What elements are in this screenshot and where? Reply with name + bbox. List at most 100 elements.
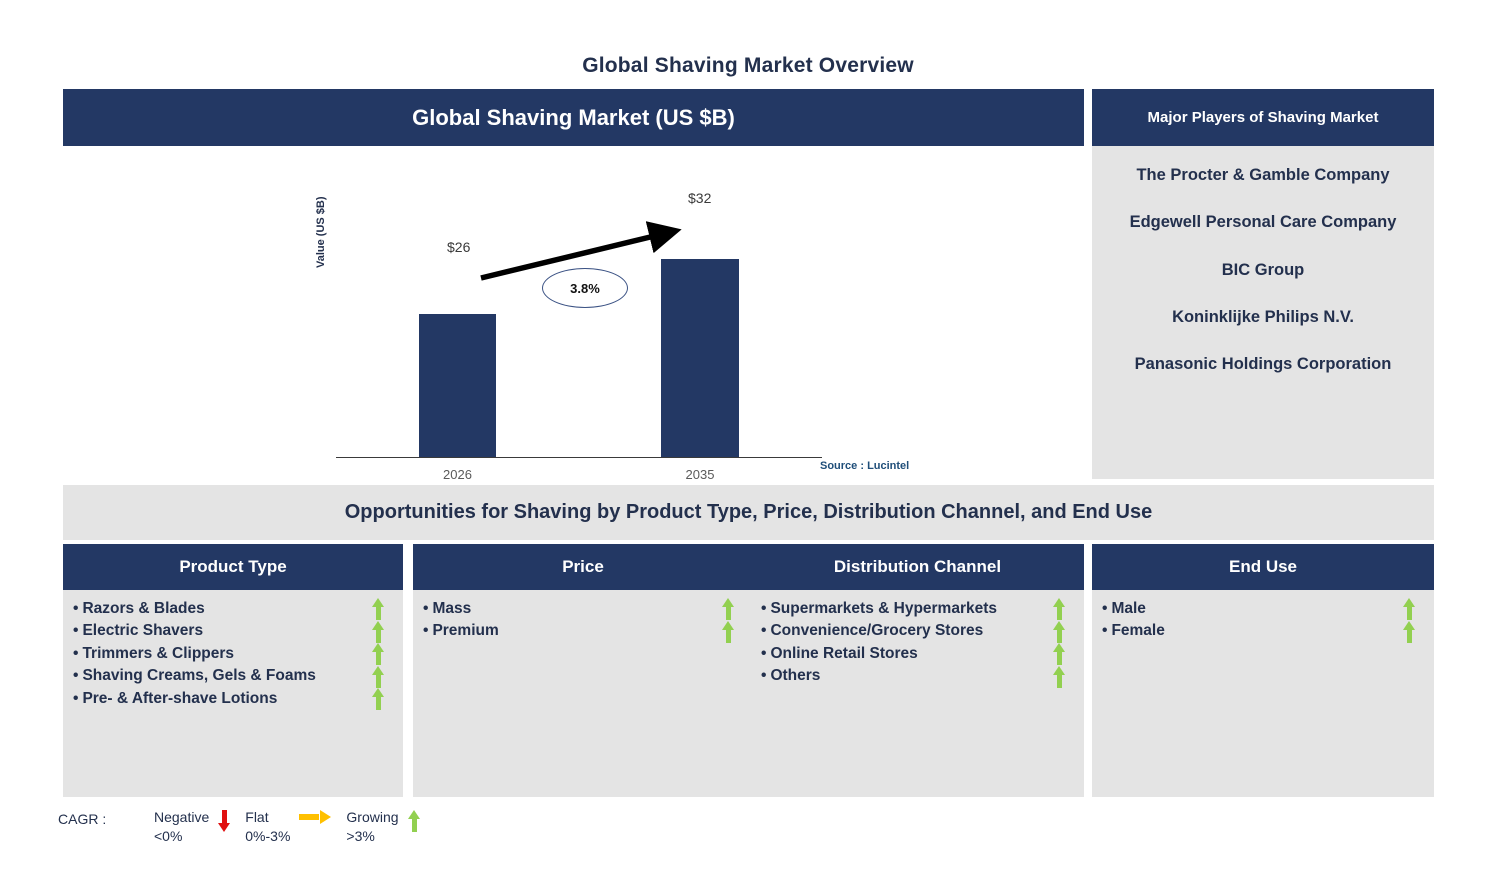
column-header: End Use [1092,544,1434,590]
bar-category-2035: 2035 [685,467,715,482]
bullet-icon: • [761,600,767,617]
list-item: • Mass [413,598,753,621]
column-header: Distribution Channel [751,544,1084,590]
list-item-label: • Premium [423,622,499,640]
arrow-up-icon [722,620,734,643]
major-players-title: Major Players of Shaving Market [1147,109,1379,126]
list-item-label: • Female [1102,622,1165,640]
arrow-up-icon [372,620,384,643]
major-players-list: The Procter & Gamble Company Edgewell Pe… [1092,146,1434,479]
trend-indicator [1396,620,1422,643]
opportunity-column-distribution-channel: Distribution Channel • Supermarkets & Hyp… [751,544,1084,797]
trend-indicator [715,598,741,621]
bullet-icon: • [73,622,79,640]
list-item-label: • Electric Shavers [73,622,204,640]
trend-indicator [365,665,391,688]
trend-indicator [1046,665,1072,688]
list-item: The Procter & Gamble Company [1136,166,1390,184]
bullet-icon: • [73,600,79,617]
list-item-label: • Online Retail Stores [761,644,918,662]
list-item-label: • Shaving Creams, Gels & Foams [73,667,316,685]
list-item-label: • Others [761,667,821,685]
bullet-icon: • [73,667,79,685]
trend-indicator [365,688,391,711]
column-header-label: Distribution Channel [833,557,1002,576]
bullet-icon: • [761,644,767,662]
list-item: • Online Retail Stores [751,643,1084,666]
list-item: • Razors & Blades [63,598,403,621]
bullet-icon: • [423,600,429,617]
bullet-icon: • [761,622,767,640]
page-title: Global Shaving Market Overview [582,54,914,77]
column-body: • Razors & Blades • Electric Shavers • Trim… [63,590,403,797]
growth-arrow-icon [480,221,682,281]
cagr-legend: CAGR : Negative <0% Flat 0%-3% Growing >… [58,808,435,864]
opportunity-column-end-use: End Use • Male • Female [1092,544,1434,797]
list-item: • Supermarkets & Hypermarkets [751,598,1084,621]
cagr-callout: 3.8% [542,268,628,308]
list-item: • Trimmers & Clippers [63,643,403,666]
column-body: • Mass • Premium [413,590,753,797]
list-item-label: • Male [1102,600,1146,617]
trend-indicator [715,620,741,643]
chart-panel: Global Shaving Market (US $B) Value (US … [63,89,1084,482]
bar-2026 [419,314,496,457]
list-item: • Electric Shavers [63,620,403,643]
cagr-legend-label: CAGR : [58,811,107,827]
column-header-label: End Use [1228,557,1298,576]
arrow-down-icon [218,810,231,832]
bar-value-2035: $32 [688,190,712,206]
cagr-value: 3.8% [570,280,600,296]
legend-item-growing: Growing >3% [346,808,428,846]
opportunity-column-price: Price • Mass • Premium [413,544,753,797]
list-item-label: • Pre- & After-shave Lotions [73,689,278,707]
legend-item-text: Growing >3% [346,809,399,844]
legend-item-flat: Flat 0%-3% [245,808,340,846]
list-item-label: • Convenience/Grocery Stores [761,622,984,640]
trend-indicator [1046,620,1072,643]
list-item: BIC Group [1221,260,1305,279]
arrow-up-icon [1053,620,1065,643]
opportunities-title: Opportunities for Shaving by Product Typ… [344,501,1153,523]
bullet-icon: • [73,644,79,662]
arrow-right-icon [299,810,332,824]
trend-indicator [1396,598,1422,621]
arrow-up-icon [722,598,734,621]
arrow-up-icon [372,665,384,688]
column-body: • Supermarkets & Hypermarkets • Convenienc… [751,590,1084,797]
bullet-icon: • [1102,622,1108,640]
column-header: Product Type [63,544,403,590]
trend-indicator [1046,598,1072,621]
chart-y-axis-label: Value (US $B) [315,196,327,268]
opportunity-column-product-type: Product Type • Razors & Blades • Electric … [63,544,403,797]
list-item: • Pre- & After-shave Lotions [63,688,403,711]
list-item: • Female [1092,620,1434,643]
list-item: Edgewell Personal Care Company [1129,213,1397,232]
legend-arrow-flat [299,810,332,824]
legend-arrow-negative [218,810,231,832]
trend-indicator [1046,643,1072,666]
chart-title: Global Shaving Market (US $B) [412,104,735,130]
trend-indicator [365,643,391,666]
column-body: • Male • Female [1092,590,1434,797]
list-item-label: • Supermarkets & Hypermarkets [761,600,998,617]
legend-item-text: Flat 0%-3% [245,809,291,844]
arrow-up-icon [1403,598,1415,621]
bullet-icon: • [73,689,79,707]
arrow-up-icon [372,688,384,711]
chart-plot-area: Value (US $B) $26 $32 2026 2035 3.8% Sou… [63,146,1084,482]
bullet-icon: • [761,667,767,685]
arrow-up-icon [1053,598,1065,621]
list-item: • Premium [413,620,753,643]
opportunities-band: Opportunities for Shaving by Product Typ… [63,485,1434,540]
list-item-label: • Razors & Blades [73,600,205,617]
chart-source-note: Source : Lucintel [820,460,910,472]
list-item: Panasonic Holdings Corporation [1134,355,1392,374]
chart-panel-header: Global Shaving Market (US $B) [63,89,1084,146]
arrow-up-icon [372,643,384,666]
bar-value-2026: $26 [447,239,471,255]
column-header-label: Price [562,557,604,576]
list-item-label: • Trimmers & Clippers [73,644,235,662]
chart-x-axis-line [336,457,822,458]
bar-category-2026: 2026 [443,467,472,482]
